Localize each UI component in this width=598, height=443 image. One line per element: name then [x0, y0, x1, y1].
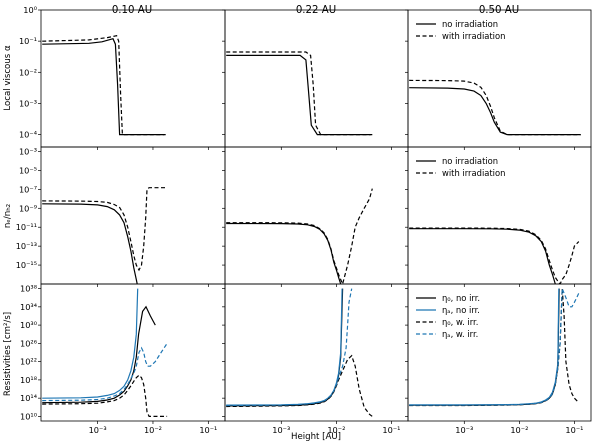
column-title-2: 0.22 AU — [296, 5, 336, 16]
y-tick-label: 10²⁶ — [20, 338, 38, 348]
y-tick-label: 10⁰ — [23, 5, 37, 15]
series-line — [409, 79, 581, 136]
legend-label: η₀, no irr. — [442, 293, 480, 303]
x-tick-label: 10⁻² — [144, 425, 162, 435]
series-line — [226, 354, 373, 417]
panel-r2-c2 — [222, 146, 409, 287]
series-group — [226, 188, 373, 284]
series-group — [226, 51, 373, 136]
y-tick-label: 10⁻³ — [19, 98, 37, 108]
legend-label: ηₐ, no irr. — [442, 305, 480, 315]
series-group — [42, 288, 168, 417]
column-title-3: 0.50 AU — [479, 5, 519, 16]
series-line — [42, 37, 165, 136]
series-line — [226, 288, 343, 406]
series-line — [409, 228, 556, 284]
legend-label: no irradiation — [442, 19, 498, 29]
series-line — [226, 54, 371, 136]
panel-frame — [224, 146, 409, 285]
panels: 10⁻⁴ 10⁻³ 10⁻² 10⁻¹ 10⁰ no irradiation with ir… — [16, 5, 592, 435]
column-titles: 0.10 AU 0.22 AU 0.50 AU — [112, 5, 519, 16]
y-tick-label: 10³⁰ — [20, 320, 37, 330]
y-tick-label: 10³⁴ — [20, 302, 38, 312]
y-tick-label: 10⁻¹ — [19, 36, 37, 46]
panel-r3-c2 — [222, 283, 409, 424]
y-tick-label: 10¹⁴ — [20, 393, 38, 403]
y-tick-label: 10¹⁰ — [20, 411, 37, 421]
x-axis-label: Height [AU] — [291, 432, 341, 442]
y-tick-label: 10⁻⁴ — [19, 130, 38, 140]
y-tick-label: 10²² — [20, 357, 37, 367]
panel-r2-c1 — [38, 146, 226, 287]
y-tick-label: 10⁻⁷ — [19, 184, 37, 194]
x-tick-label: 10⁻³ — [455, 425, 473, 435]
y-tick-label: 10¹⁸ — [20, 375, 37, 385]
x-tick-label: 10⁻³ — [89, 425, 107, 435]
y-tick-label: 10⁻³ — [19, 147, 37, 157]
y-tick-label: 10⁻¹⁵ — [16, 260, 37, 270]
panel-r1-c3: no irradiation with irradiation — [405, 9, 592, 150]
series-group — [42, 35, 166, 136]
panel-r1-c2 — [222, 9, 409, 150]
column-title-1: 0.10 AU — [112, 5, 152, 16]
panel-r2-c3: no irradiation with irradiation — [405, 146, 592, 287]
series-group — [226, 288, 373, 417]
legend-label: with irradiation — [442, 168, 505, 178]
series-line — [226, 288, 344, 407]
series-line — [409, 87, 581, 136]
series-group — [409, 288, 580, 407]
y-tick-label: 10³⁸ — [20, 284, 37, 294]
y-axis-label-row-3: Resistivities [cm²/s] — [3, 312, 13, 396]
y-tick-label: 10⁻² — [19, 67, 37, 77]
panel-r1-c1 — [38, 9, 226, 150]
x-tick-label: 10⁻² — [510, 425, 528, 435]
series-line — [409, 288, 560, 406]
series-line — [409, 227, 580, 284]
y-axis-label-row-2: nₑ/nₕ₂ — [3, 204, 13, 228]
x-tick-label: 10⁻¹ — [382, 425, 400, 435]
y-tick-label: 10⁻⁹ — [19, 203, 37, 213]
y-axis-label-row-1: Local viscous α — [3, 45, 13, 111]
series-line — [409, 288, 580, 406]
legend-label: no irradiation — [442, 156, 498, 166]
legend: no irradiation with irradiation — [416, 156, 505, 178]
x-tick-label: 10⁻¹ — [565, 425, 583, 435]
series-group — [409, 227, 580, 284]
panel-frame — [407, 283, 592, 422]
legend: η₀, no irr. ηₐ, no irr. η₀, w. irr. ηₐ, w. … — [416, 293, 480, 339]
series-group — [42, 187, 168, 284]
series-line — [42, 305, 156, 404]
legend: no irradiation with irradiation — [416, 19, 505, 41]
y-tick-label: 10⁻¹¹ — [16, 222, 37, 232]
series-line — [226, 288, 353, 407]
x-tick-label: 10⁻¹ — [199, 425, 217, 435]
y-tick-label: 10⁻¹³ — [16, 241, 37, 251]
series-line — [226, 188, 373, 284]
series-line — [42, 35, 166, 136]
legend-label: with irradiation — [442, 31, 505, 41]
panel-r3-c1 — [38, 283, 226, 424]
x-tick-label: 10⁻² — [327, 425, 345, 435]
legend-label: ηₐ, w. irr. — [442, 329, 478, 339]
y-tick-label: 10⁻⁵ — [19, 165, 37, 175]
series-line — [409, 288, 560, 406]
x-tick-label: 10⁻³ — [272, 425, 290, 435]
series-group — [409, 79, 581, 136]
series-line — [42, 288, 139, 399]
series-line — [42, 374, 168, 417]
series-line — [42, 203, 138, 284]
panel-frame — [40, 9, 226, 148]
series-line — [42, 187, 168, 272]
panel-frame — [224, 283, 409, 422]
series-line — [42, 343, 168, 402]
series-line — [226, 51, 373, 136]
panel-r3-c3: η₀, no irr. ηₐ, no irr. η₀, w. irr. ηₐ, w. … — [405, 283, 592, 424]
legend-label: η₀, w. irr. — [442, 317, 478, 327]
